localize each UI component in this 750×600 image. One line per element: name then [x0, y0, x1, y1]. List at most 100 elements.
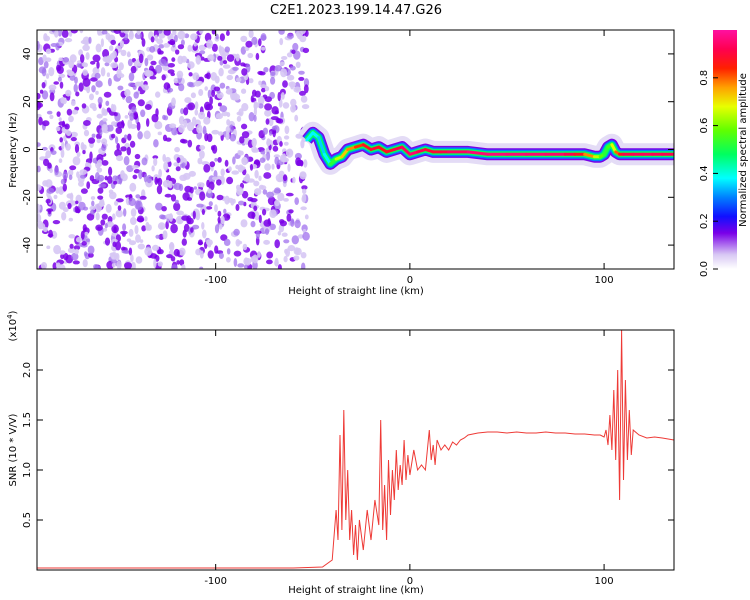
noise-speck [95, 224, 103, 231]
noise-speck [248, 112, 255, 122]
noise-speck [155, 202, 163, 211]
noise-speckle [37, 30, 310, 269]
noise-speck [64, 123, 70, 130]
noise-speck [199, 150, 205, 159]
noise-speck [152, 244, 159, 251]
noise-speck [140, 109, 146, 118]
noise-speck [274, 259, 279, 267]
noise-speck [105, 55, 113, 64]
noise-speck [170, 45, 177, 52]
noise-speck [278, 98, 283, 108]
noise-speck [120, 30, 125, 33]
noise-speck [88, 137, 96, 144]
noise-speck [45, 73, 50, 79]
noise-speck [54, 30, 59, 38]
noise-speck [88, 36, 92, 44]
noise-speck [60, 97, 66, 104]
noise-speck [224, 46, 230, 53]
noise-speck [75, 200, 79, 205]
noise-speck [218, 223, 223, 230]
noise-speck [295, 157, 302, 167]
noise-speck [92, 54, 101, 63]
noise-speck [86, 181, 91, 190]
noise-speck [241, 190, 249, 199]
noise-speck [202, 125, 207, 135]
colorbar-tick-label: 0.8 [699, 70, 710, 86]
noise-speck [294, 219, 301, 229]
noise-speck [170, 72, 175, 77]
snr-y-scale-close: ) [8, 310, 19, 314]
noise-speck [157, 131, 162, 136]
noise-speck [285, 148, 294, 158]
noise-speck [295, 30, 304, 38]
noise-speck [169, 123, 177, 129]
noise-speck [190, 227, 194, 233]
noise-speck [274, 199, 280, 207]
noise-speck [101, 123, 108, 133]
x-tick-label: 100 [595, 275, 614, 286]
noise-speck [56, 111, 61, 117]
noise-speck [69, 165, 77, 171]
noise-speck [161, 206, 167, 212]
noise-speck [192, 224, 200, 230]
noise-speck [180, 108, 185, 115]
noise-speck [222, 64, 231, 69]
noise-speck [248, 30, 254, 38]
noise-speck [73, 83, 78, 93]
noise-speck [123, 156, 130, 166]
noise-speck [59, 137, 63, 143]
noise-speck [110, 39, 116, 46]
noise-speck [101, 138, 108, 145]
noise-speck [173, 77, 179, 84]
noise-speck [187, 81, 194, 87]
noise-speck [214, 204, 218, 213]
noise-speck [68, 169, 74, 177]
noise-speck [264, 163, 271, 171]
noise-speck [63, 135, 67, 142]
noise-speck [165, 221, 169, 230]
noise-speck [173, 34, 178, 43]
noise-speck [292, 42, 299, 51]
noise-speck [302, 47, 310, 54]
noise-speck [198, 89, 204, 96]
noise-speck [60, 253, 65, 260]
noise-speck [302, 188, 307, 194]
noise-speck [65, 143, 71, 151]
noise-speck [263, 219, 272, 227]
noise-speck [269, 209, 277, 218]
noise-speck [137, 131, 143, 140]
noise-speck [241, 156, 248, 166]
noise-speck [300, 139, 305, 149]
noise-speck [103, 91, 112, 98]
noise-speck [169, 213, 173, 222]
noise-speck [241, 88, 247, 94]
noise-speck [42, 54, 47, 62]
noise-speck [129, 182, 137, 192]
noise-speck [193, 186, 198, 190]
colorbar: 0.0 0.2 0.4 0.6 0.8 Normalized spectral ampl… [699, 30, 749, 277]
noise-speck [300, 252, 307, 259]
noise-speck [270, 116, 279, 121]
noise-speck [143, 130, 151, 140]
snr-panel: -100 0 100 0.5 1.0 1.5 2.0 Height of straight… [6, 310, 675, 596]
noise-speck [138, 169, 143, 180]
noise-speck [269, 223, 276, 230]
noise-speck [126, 146, 131, 156]
trace-point [466, 150, 490, 156]
noise-speck [144, 104, 152, 110]
noise-speck [208, 201, 213, 207]
noise-speck [288, 81, 296, 88]
noise-speck [222, 60, 228, 65]
noise-speck [157, 30, 163, 34]
noise-speck [124, 89, 131, 97]
noise-speck [100, 67, 106, 77]
noise-speck [226, 74, 234, 81]
noise-speck [217, 157, 222, 163]
y-tick-label: 2.0 [22, 362, 33, 378]
noise-speck [146, 174, 152, 184]
noise-speck [130, 217, 137, 225]
noise-speck [141, 84, 149, 91]
noise-speck [70, 100, 76, 106]
noise-speck [175, 166, 181, 172]
noise-speck [271, 106, 279, 115]
